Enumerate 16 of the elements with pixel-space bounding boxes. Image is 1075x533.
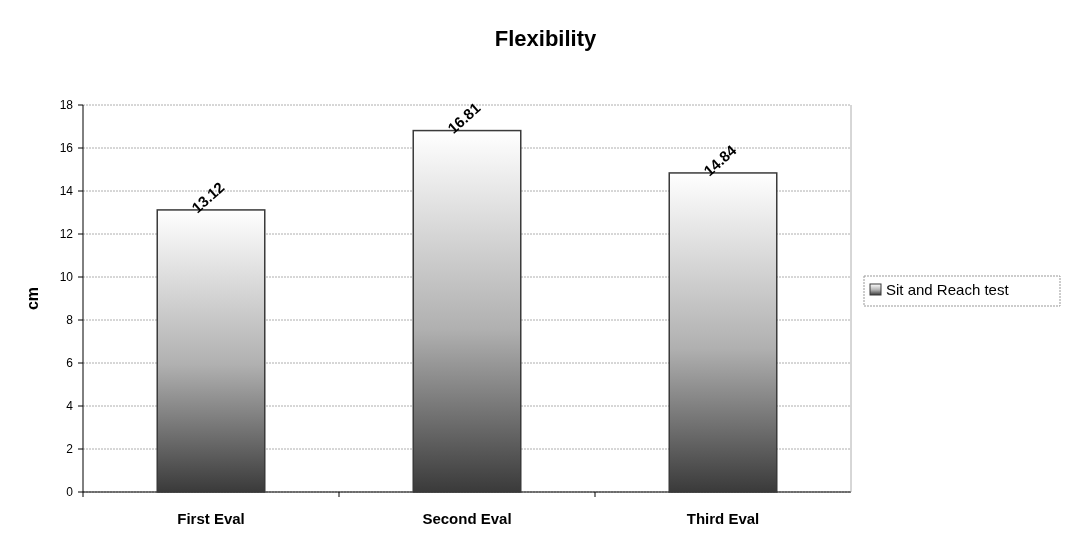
y-axis-title: cm [24,286,41,311]
y-tick-label: 10 [59,270,74,285]
y-tick-label: 12 [59,227,74,242]
y-tick-label: 4 [66,399,74,414]
x-tick-label: First Eval [177,510,245,527]
y-tick-label: 18 [59,98,74,113]
y-tick-label: 8 [66,313,74,328]
y-tick-label: 2 [66,442,74,457]
legend-label: Sit and Reach test [886,281,1010,299]
y-tick-label: 6 [66,356,74,371]
y-tick-label: 16 [59,141,74,156]
x-tick-label: Second Eval [422,510,512,527]
chart-title: Flexibility [494,26,597,51]
y-tick-label: 14 [59,184,74,199]
x-tick-label: Third Eval [686,510,760,527]
y-tick-label: 0 [66,485,74,500]
